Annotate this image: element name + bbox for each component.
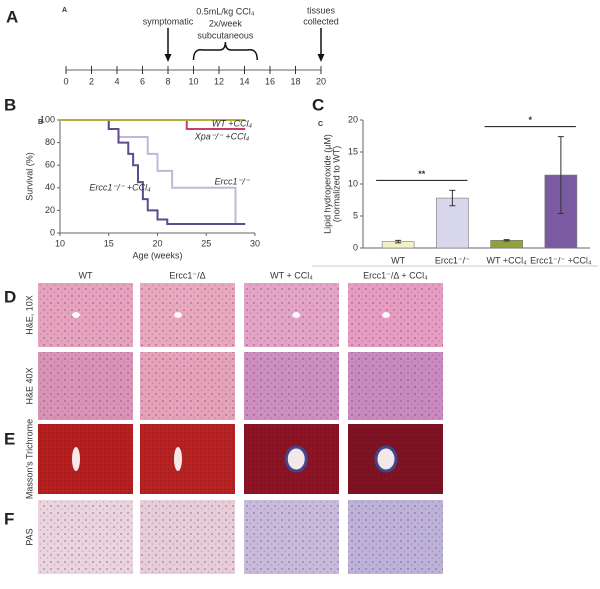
vessel <box>174 447 182 471</box>
x-tick-label: Ercc1⁻/⁻ +CCl₄ <box>530 255 592 265</box>
panel-label: C <box>312 95 324 114</box>
histology-texture <box>140 500 235 574</box>
x-tick-label: 20 <box>316 76 326 86</box>
y-tick-label: 0 <box>50 227 55 237</box>
x-tick-label: 15 <box>104 238 114 248</box>
row-label: PAS <box>24 528 34 545</box>
event-label: collected <box>303 16 339 26</box>
x-tick-label: 10 <box>55 238 65 248</box>
panel-label: E <box>4 429 15 448</box>
histology-texture <box>244 283 339 347</box>
histology-texture <box>38 500 133 574</box>
x-tick-label: WT <box>391 255 405 265</box>
histology-texture <box>140 283 235 347</box>
y-axis-title: Lipid hydroperoxide (μM) <box>322 134 332 234</box>
x-tick-label: 0 <box>63 76 68 86</box>
error-bar <box>395 239 402 244</box>
row-label: Masson's Trichrome <box>24 419 34 499</box>
vessel <box>72 447 80 471</box>
panel-label: B <box>38 119 43 126</box>
y-tick-label: 60 <box>45 160 55 170</box>
y-tick-label: 10 <box>348 178 358 188</box>
treatment-label: 0.5mL/kg CCl₄ <box>196 6 255 16</box>
x-tick-label: 30 <box>250 238 260 248</box>
event-label: symptomatic <box>143 16 194 26</box>
vessel <box>174 312 182 318</box>
x-tick-label: 4 <box>114 76 119 86</box>
histology-texture <box>348 283 443 347</box>
histology-texture <box>348 500 443 574</box>
treatment-brace <box>192 41 258 61</box>
legend-label: Ercc1⁻/⁻ +CCl₄ <box>89 182 151 192</box>
x-tick-label: 6 <box>140 76 145 86</box>
column-header: Ercc1⁻/Δ + CCl₄ <box>363 270 428 280</box>
x-tick-label: 18 <box>290 76 300 86</box>
x-tick-label: 12 <box>214 76 224 86</box>
arrow-head <box>164 54 172 62</box>
histology-texture <box>244 500 339 574</box>
error-bar <box>557 136 564 214</box>
y-tick-label: 20 <box>348 114 358 124</box>
histology-texture <box>244 352 339 420</box>
histology-texture <box>140 352 235 420</box>
vessel <box>382 312 390 318</box>
panel-label: B <box>4 95 16 114</box>
panel-label: D <box>4 287 16 306</box>
histology-texture <box>348 352 443 420</box>
bar <box>436 197 469 249</box>
column-header: WT <box>79 270 93 280</box>
histology-texture <box>38 283 133 347</box>
x-tick-label: 14 <box>239 76 249 86</box>
significance-label: * <box>528 115 532 125</box>
histology-texture <box>38 352 133 420</box>
y-tick-label: 0 <box>353 242 358 252</box>
column-header: Ercc1⁻/Δ <box>169 270 205 280</box>
y-tick-label: 40 <box>45 182 55 192</box>
histology-texture <box>140 424 235 494</box>
event-label: tissues <box>307 5 336 15</box>
significance-label: ** <box>418 169 426 179</box>
panel-label: A <box>62 7 67 14</box>
histology-texture <box>38 424 133 494</box>
x-tick-label: 25 <box>201 238 211 248</box>
survival-line <box>60 119 246 225</box>
y-tick-label: 20 <box>45 205 55 215</box>
row-label: H&E 40X <box>24 367 34 404</box>
panel-label: A <box>6 7 18 26</box>
x-tick-label: 2 <box>89 76 94 86</box>
y-tick-label: 5 <box>353 210 358 220</box>
legend-label: Ercc1⁻/⁻ <box>214 176 250 186</box>
bar <box>490 240 523 249</box>
x-tick-label: 16 <box>265 76 275 86</box>
x-tick-label: Ercc1⁻/⁻ <box>435 255 470 265</box>
y-axis-title: (normalized to WT) <box>331 146 341 223</box>
x-tick-label: 10 <box>188 76 198 86</box>
y-tick-label: 100 <box>40 114 55 124</box>
treatment-label: subcutaneous <box>197 30 254 40</box>
legend-label: Xpa⁻/⁻ +CCl₄ <box>194 131 250 141</box>
legend-label: WT +CCl₄ <box>212 118 253 128</box>
row-label: H&E, 10X <box>24 295 34 335</box>
x-tick-label: WT +CCl₄ <box>486 255 527 265</box>
vessel <box>72 312 80 318</box>
vessel <box>284 445 308 473</box>
treatment-label: 2x/week <box>209 18 243 28</box>
x-tick-label: 8 <box>165 76 170 86</box>
arrow-head <box>317 54 325 62</box>
error-bar <box>449 189 456 207</box>
vessel <box>374 445 398 473</box>
y-tick-label: 15 <box>348 146 358 156</box>
y-tick-label: 80 <box>45 137 55 147</box>
panel-label: F <box>4 509 14 528</box>
y-axis-title: Survival (%) <box>24 152 34 201</box>
x-tick-label: 20 <box>152 238 162 248</box>
vessel <box>292 312 301 318</box>
panel-label: C <box>318 121 323 128</box>
column-header: WT + CCl₄ <box>270 270 313 280</box>
error-bar <box>503 239 510 242</box>
x-axis-title: Age (weeks) <box>132 250 182 260</box>
